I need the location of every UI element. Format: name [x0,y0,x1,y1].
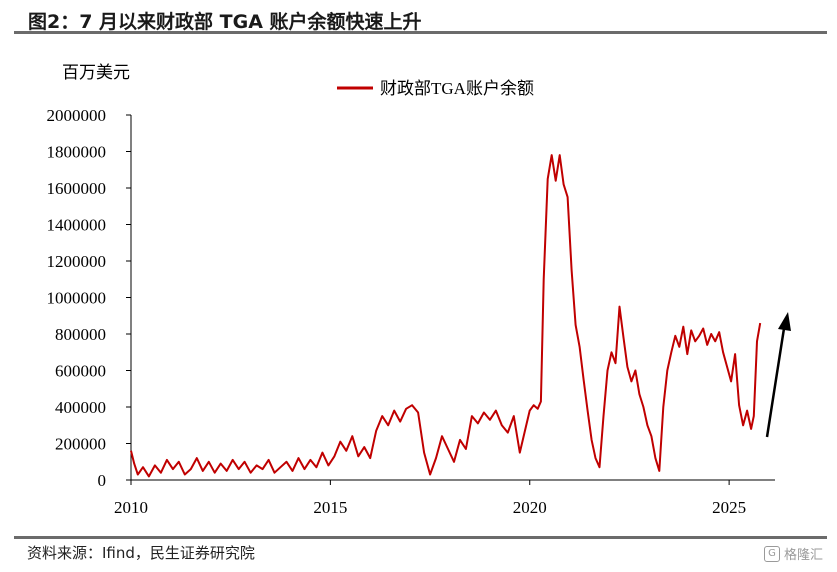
trend-arrow [765,312,791,438]
watermark: G 格隆汇 [763,544,823,563]
y-tick-label: 1800000 [47,143,107,162]
y-tick-label: 200000 [55,435,106,454]
y-tick-label: 1200000 [47,252,107,271]
y-tick-label: 0 [98,471,107,490]
figure-title: 图2：7 月以来财政部 TGA 账户余额快速上升 [28,11,422,33]
y-tick-label: 400000 [55,398,106,417]
source-note: 资料来源：Ifind，民生证券研究院 [27,544,255,562]
x-tick-label: 2025 [712,498,746,517]
series-line-tga [130,154,762,478]
watermark-text: 格隆汇 [783,548,823,563]
x-tick-label: 2020 [513,498,547,517]
y-tick-label: 1400000 [47,216,107,235]
x-tick-label: 2015 [313,498,347,517]
y-axis: 0 200000 400000 600000 800000 1000000 1200000 1… [47,106,132,490]
y-tick-label: 2000000 [47,106,107,125]
title-rule [14,31,827,34]
footer-rule [14,536,827,539]
y-tick-label: 800000 [55,325,106,344]
y-tick-label: 1600000 [47,179,107,198]
x-axis: 2010 2015 2020 2025 [114,479,775,517]
x-tick-label: 2010 [114,498,148,517]
g-logo-icon: G [763,545,780,562]
y-tick-label: 1000000 [47,289,107,308]
y-unit-label: 百万美元 [62,63,130,82]
legend-label: 财政部TGA账户余额 [380,79,534,98]
y-tick-label: 600000 [55,362,106,381]
